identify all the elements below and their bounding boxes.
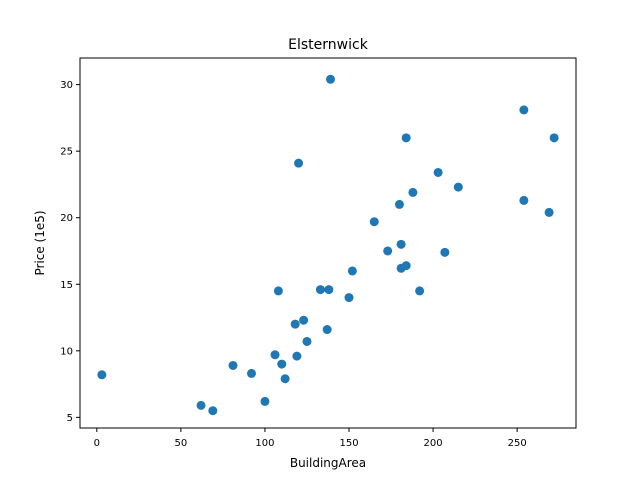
scatter-point-7 (273, 286, 283, 296)
scatter-point-31 (440, 247, 450, 257)
scatter-point-16 (322, 325, 332, 335)
scatter-point-17 (324, 285, 334, 295)
data-points (97, 74, 559, 416)
scatter-point-30 (433, 167, 443, 177)
plot-area-frame (79, 57, 577, 429)
scatter-point-9 (280, 374, 290, 384)
x-axis-ticks: 0 50 100 150 200 250 (94, 428, 527, 449)
scatter-point-36 (549, 133, 559, 143)
y-tick-label: 25 (60, 147, 73, 158)
scatter-point-23 (394, 199, 404, 209)
y-tick-label: 15 (60, 280, 73, 291)
scatter-point-0 (97, 370, 107, 380)
chart-title: Elsternwick (288, 37, 369, 53)
scatter-point-26 (401, 261, 411, 271)
scatter-point-1 (196, 400, 206, 410)
scatter-point-22 (383, 246, 393, 256)
scatter-point-5 (260, 396, 270, 406)
scatter-point-15 (315, 285, 325, 295)
x-tick-label: 50 (175, 438, 188, 449)
x-tick-label: 250 (508, 438, 527, 449)
scatter-point-21 (369, 217, 379, 227)
scatter-point-33 (519, 105, 529, 115)
x-tick-label: 100 (255, 438, 274, 449)
scatter-point-29 (415, 286, 425, 296)
x-tick-label: 0 (94, 438, 100, 449)
scatter-point-2 (208, 406, 218, 416)
scatter-point-32 (453, 182, 463, 192)
scatter-point-24 (396, 239, 406, 249)
y-tick-label: 30 (60, 80, 73, 91)
y-axis-ticks: 5 10 15 20 25 30 (60, 80, 80, 424)
x-tick-label: 150 (339, 438, 358, 449)
scatter-point-27 (401, 133, 411, 143)
scatter-point-4 (246, 368, 256, 378)
scatter-point-18 (326, 74, 336, 84)
scatter-point-12 (294, 158, 304, 168)
scatter-point-13 (299, 315, 309, 325)
x-tick-label: 200 (424, 438, 443, 449)
scatter-point-10 (290, 319, 300, 329)
y-tick-label: 20 (60, 213, 73, 224)
scatter-point-6 (270, 350, 280, 360)
scatter-point-8 (277, 359, 287, 369)
scatter-point-3 (228, 360, 238, 370)
x-axis-label: BuildingArea (290, 456, 366, 470)
y-axis-label: Price (1e5) (33, 210, 47, 275)
scatter-point-11 (292, 351, 302, 361)
scatter-point-35 (544, 207, 554, 217)
scatter-point-19 (344, 293, 354, 303)
y-tick-label: 5 (67, 413, 73, 424)
scatter-point-14 (302, 336, 312, 346)
scatter-point-20 (347, 266, 357, 276)
scatter-point-34 (519, 195, 529, 205)
y-tick-label: 10 (60, 346, 73, 357)
scatter-point-28 (408, 187, 418, 197)
